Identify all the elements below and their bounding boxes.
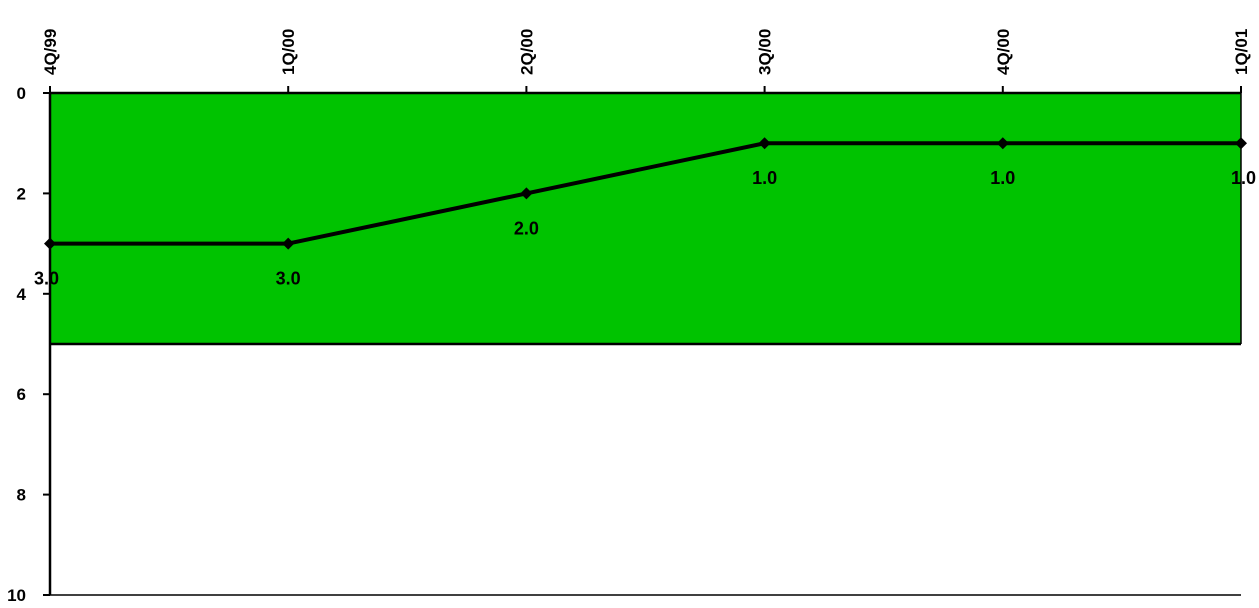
y-tick-label: 6 <box>17 385 26 404</box>
x-tick-label: 2Q/00 <box>517 29 536 75</box>
x-tick-label: 3Q/00 <box>756 29 775 75</box>
data-point-marker <box>44 237 56 250</box>
data-point-marker <box>520 187 533 200</box>
data-label: 1.0 <box>752 168 777 188</box>
data-label: 3.0 <box>276 269 301 289</box>
shaded-band <box>50 93 1241 344</box>
series-line <box>50 141 1241 246</box>
y-tick-label: 2 <box>17 184 26 203</box>
y-tick-label: 8 <box>17 486 26 505</box>
data-label: 3.0 <box>34 269 59 289</box>
y-tick-label: 10 <box>7 586 26 605</box>
data-point-marker <box>282 237 295 250</box>
x-tick-label: 1Q/00 <box>279 29 298 75</box>
y-tick-label: 4 <box>17 285 27 304</box>
data-label: 1.0 <box>990 168 1015 188</box>
data-point-marker <box>758 137 771 150</box>
x-tick-label: 4Q/00 <box>994 29 1013 75</box>
x-tick-label: 4Q/99 <box>41 29 60 75</box>
x-tick-label: 1Q/01 <box>1232 29 1251 75</box>
y-tick-label: 0 <box>17 84 26 103</box>
data-label: 1.0 <box>1231 168 1256 188</box>
data-point-marker <box>996 137 1009 150</box>
data-label: 2.0 <box>514 218 539 238</box>
data-point-marker <box>1235 137 1247 150</box>
